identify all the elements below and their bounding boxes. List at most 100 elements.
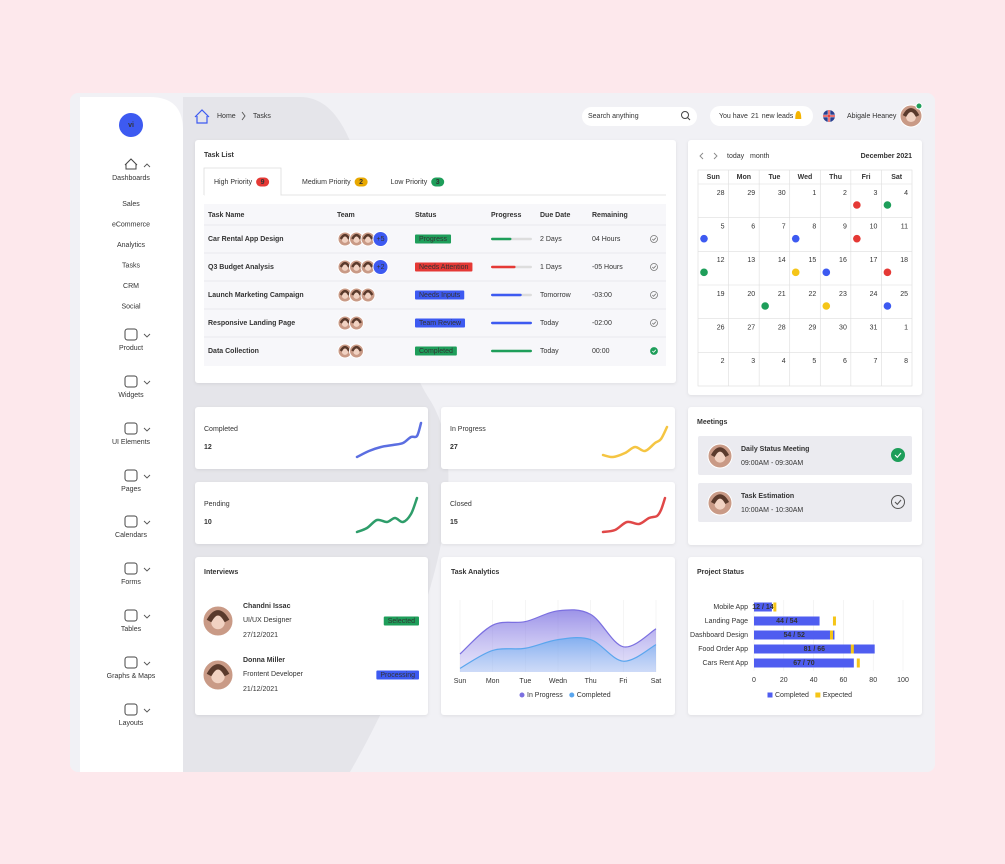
calendar-day[interactable]: 17 — [870, 257, 878, 264]
menu-label[interactable]: Forms — [121, 579, 141, 586]
calendar-next[interactable] — [713, 152, 718, 160]
task-name[interactable]: Car Rental App Design — [208, 236, 284, 243]
calendar-event[interactable] — [700, 268, 708, 277]
calendar-day[interactable]: 10 — [870, 224, 878, 231]
calendar-day[interactable]: 11 — [901, 224, 908, 231]
calendar-event[interactable] — [822, 268, 831, 277]
calendar-day[interactable]: 3 — [874, 190, 878, 197]
calendar-event[interactable] — [883, 268, 892, 277]
calendar-day[interactable]: 7 — [874, 358, 878, 365]
calendar-day[interactable]: 6 — [751, 224, 755, 231]
calendar-day[interactable]: 14 — [778, 257, 786, 264]
done-icon[interactable] — [650, 263, 658, 271]
calendar-day[interactable]: 21 — [778, 291, 786, 298]
calendar-day[interactable]: 27 — [747, 325, 755, 332]
calendar-day[interactable]: 16 — [839, 257, 847, 264]
menu-label[interactable]: Widgets — [118, 392, 144, 399]
calendar-day[interactable]: 4 — [782, 358, 786, 365]
calendar-day[interactable]: 8 — [812, 224, 816, 231]
calendar-day[interactable]: 31 — [870, 325, 878, 332]
calendar-day[interactable]: 30 — [839, 325, 847, 332]
calendar-event[interactable] — [853, 201, 861, 209]
submenu-item[interactable]: Tasks — [122, 262, 140, 269]
calendar-day[interactable]: 5 — [721, 224, 725, 231]
tab-label[interactable]: High Priority — [214, 179, 253, 186]
tab-label[interactable]: Medium Priority — [302, 179, 351, 186]
task-name[interactable]: Launch Marketing Campaign — [208, 292, 304, 299]
weekday: Thu — [829, 174, 842, 181]
calendar-day[interactable]: 29 — [808, 325, 816, 332]
task-name[interactable]: Data Collection — [208, 348, 259, 355]
progress-bar — [491, 349, 532, 353]
calendar-event[interactable] — [791, 234, 800, 243]
menu-label[interactable]: Dashboards — [112, 175, 150, 182]
bar — [754, 630, 835, 640]
task-name[interactable]: Responsive Landing Page — [208, 320, 295, 327]
done-icon[interactable] — [650, 319, 658, 327]
calendar-day[interactable]: 12 — [717, 257, 725, 264]
menu-label[interactable]: Graphs & Maps — [107, 673, 156, 680]
calendar-day[interactable]: 2 — [843, 190, 847, 197]
menu-label[interactable]: Product — [119, 345, 143, 352]
calendar-day[interactable]: 3 — [751, 358, 755, 365]
search-box[interactable] — [582, 107, 697, 126]
calendar-day[interactable]: 28 — [717, 190, 725, 197]
menu-label[interactable]: Calendars — [115, 532, 147, 539]
calendar-day[interactable]: 23 — [839, 291, 847, 298]
calendar-event[interactable] — [883, 201, 892, 209]
calendar-day[interactable]: 1 — [904, 325, 908, 332]
chevron — [143, 614, 151, 619]
submenu-item[interactable]: Sales — [122, 201, 140, 208]
calendar-nav[interactable]: today — [727, 153, 745, 160]
calendar-day[interactable]: 28 — [778, 325, 786, 332]
legend-label: Completed — [775, 692, 809, 699]
done-icon[interactable] — [650, 235, 658, 243]
submenu-item[interactable]: eCommerce — [112, 221, 150, 228]
logo-text: vi — [128, 122, 134, 129]
menu-label[interactable]: Tables — [121, 626, 142, 633]
calendar-day[interactable]: 2 — [721, 358, 725, 365]
calendar-day[interactable]: 4 — [904, 190, 908, 197]
calendar-event[interactable] — [761, 302, 769, 310]
calendar-day[interactable]: 24 — [870, 291, 878, 298]
menu-icon — [124, 469, 138, 482]
calendar-day[interactable]: 29 — [747, 190, 755, 197]
user-name[interactable]: Abigale Heaney — [847, 113, 897, 120]
calendar-day[interactable]: 18 — [900, 257, 908, 264]
submenu-item[interactable]: Analytics — [117, 242, 146, 249]
calendar-event[interactable] — [853, 234, 861, 243]
menu-label[interactable]: UI Elements — [112, 439, 151, 446]
meeting-item[interactable] — [698, 483, 912, 522]
calendar-day[interactable]: 9 — [843, 224, 847, 231]
task-name[interactable]: Q3 Budget Analysis — [208, 264, 274, 271]
calendar-day[interactable]: 8 — [904, 358, 908, 365]
calendar-day[interactable]: 7 — [782, 224, 786, 231]
tab-label[interactable]: Low Priority — [391, 179, 428, 186]
done-icon[interactable] — [650, 291, 658, 299]
calendar-day[interactable]: 19 — [717, 291, 725, 298]
calendar-day[interactable]: 6 — [843, 358, 847, 365]
menu-label[interactable]: Layouts — [119, 720, 144, 727]
meeting-item[interactable] — [698, 436, 912, 475]
menu-label[interactable]: Pages — [121, 486, 141, 493]
calendar-day[interactable]: 22 — [808, 291, 816, 298]
submenu-item[interactable]: Social — [121, 303, 141, 310]
calendar-event[interactable] — [791, 268, 800, 277]
calendar-day[interactable]: 13 — [747, 257, 755, 264]
calendar-event[interactable] — [700, 234, 708, 243]
submenu-item[interactable]: CRM — [123, 283, 139, 290]
calendar-day[interactable]: 26 — [717, 325, 725, 332]
calendar-day[interactable]: 25 — [900, 291, 908, 298]
calendar-day[interactable]: 20 — [747, 291, 755, 298]
calendar-day[interactable]: 30 — [778, 190, 786, 197]
done-icon[interactable] — [650, 347, 658, 355]
calendar-event[interactable] — [883, 302, 892, 310]
calendar-event[interactable] — [822, 302, 831, 310]
leads-pill[interactable] — [710, 106, 813, 126]
calendar-nav[interactable]: month — [750, 153, 770, 160]
calendar-prev[interactable] — [699, 152, 704, 160]
calendar-day[interactable]: 1 — [812, 190, 816, 197]
breadcrumb[interactable]: Home — [217, 113, 236, 120]
calendar-day[interactable]: 5 — [812, 358, 816, 365]
calendar-day[interactable]: 15 — [808, 257, 816, 264]
